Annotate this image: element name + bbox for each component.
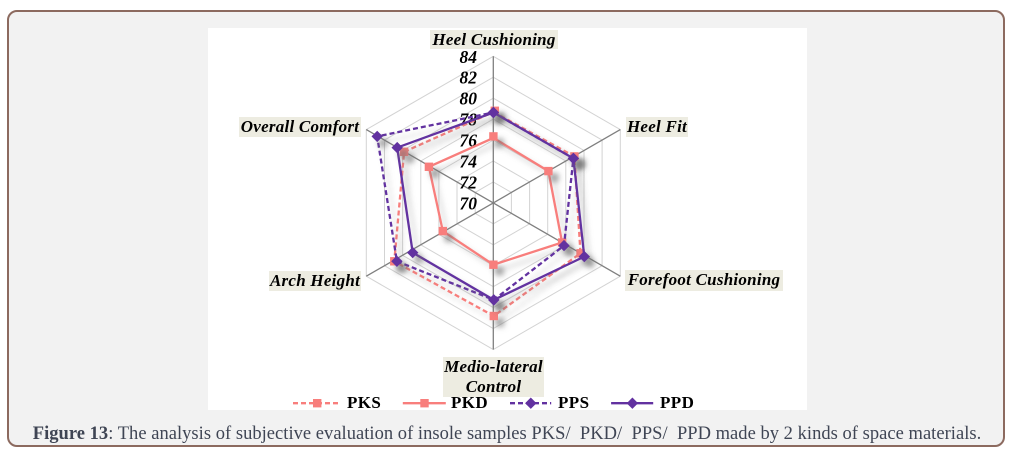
svg-text:70: 70 bbox=[460, 193, 478, 213]
svg-text:74: 74 bbox=[460, 152, 478, 172]
svg-text:80: 80 bbox=[460, 89, 478, 109]
svg-text:84: 84 bbox=[460, 47, 478, 67]
svg-text:72: 72 bbox=[460, 173, 478, 193]
svg-text:82: 82 bbox=[460, 68, 478, 88]
svg-text:76: 76 bbox=[460, 131, 478, 151]
